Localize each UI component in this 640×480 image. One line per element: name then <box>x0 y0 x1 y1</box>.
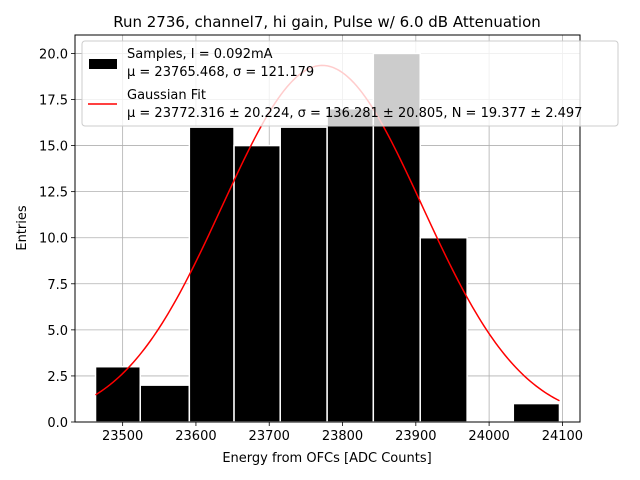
x-tick-label: 23900 <box>395 429 436 444</box>
histogram-bar <box>188 126 235 423</box>
histogram-bar <box>139 384 191 423</box>
x-tick-label: 24000 <box>468 429 509 444</box>
y-axis-label: Entries <box>15 205 30 251</box>
y-tick-label: 15.0 <box>39 140 68 155</box>
axis-ticks: 23500 23600 23700 23800 23900 24000 24100 0.0 2.… <box>39 47 583 444</box>
legend-swatch-samples <box>89 59 117 69</box>
histogram-bar <box>233 144 281 423</box>
y-tick-label: 20.0 <box>39 47 68 62</box>
y-tick-label: 5.0 <box>47 324 68 339</box>
legend-box <box>81 40 619 127</box>
y-tick-label: 0.0 <box>47 416 68 431</box>
histogram-bar <box>279 126 328 423</box>
x-axis-label: Energy from OFCs [ADC Counts] <box>222 451 431 466</box>
x-tick-label: 23600 <box>175 429 216 444</box>
histogram-bars <box>94 52 561 423</box>
legend-stats-fit: μ = 23772.316 ± 20.224, σ = 136.281 ± 20… <box>127 106 582 121</box>
x-tick-label: 24100 <box>542 429 583 444</box>
histogram-bar <box>419 236 468 423</box>
x-tick-label: 23800 <box>322 429 363 444</box>
x-tick-label: 23500 <box>102 429 143 444</box>
legend: Samples, I = 0.092mA μ = 23765.468, σ = … <box>81 40 619 127</box>
histogram-bar <box>326 107 375 423</box>
y-tick-label: 10.0 <box>39 232 68 247</box>
y-tick-label: 12.5 <box>39 186 68 201</box>
y-tick-label: 7.5 <box>47 278 68 293</box>
legend-label-samples: Samples, I = 0.092mA <box>127 47 273 62</box>
chart-title: Run 2736, channel7, hi gain, Pulse w/ 6.… <box>113 13 541 31</box>
legend-label-fit: Gaussian Fit <box>127 88 206 103</box>
plot-frame <box>74 34 581 423</box>
x-tick-label: 23700 <box>249 429 290 444</box>
y-tick-label: 17.5 <box>39 94 68 109</box>
legend-stats-samples: μ = 23765.468, σ = 121.179 <box>127 65 314 80</box>
histogram-bar <box>94 365 141 423</box>
histogram-bar <box>512 402 561 423</box>
y-tick-label: 2.5 <box>47 370 68 385</box>
